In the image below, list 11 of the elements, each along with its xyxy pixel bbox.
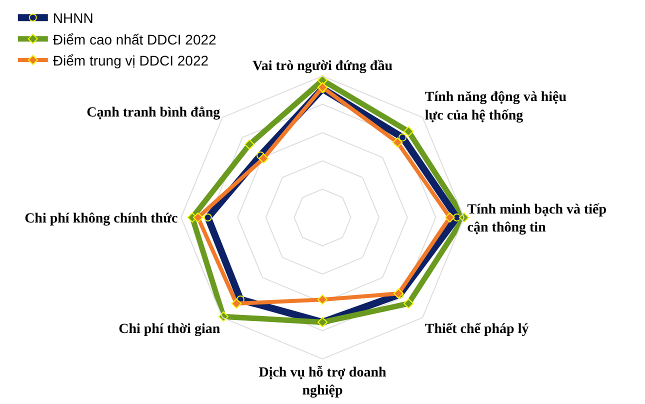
spoke-label: Tính năng động và hiệu lực của hệ thống: [424, 90, 567, 124]
spoke-label: Cạnh tranh bình đẳng: [86, 106, 220, 121]
legend-label: Điểm cao nhất DDCI 2022: [52, 31, 217, 48]
spoke-label: Chi phí thời gian: [118, 322, 220, 338]
spoke-label: Dịch vụ hỗ trợ doanh nghiệp: [258, 365, 386, 398]
legend-label: NHNN: [52, 10, 94, 26]
spoke-label: Thiết chế pháp lý: [424, 322, 529, 338]
spoke-label: Vai trò người đứng đầu: [252, 58, 393, 74]
spoke-label: Chi phí không chính thức: [24, 211, 178, 226]
spoke-label: Tính minh bạch và tiếp cận thông tin: [467, 202, 607, 236]
legend-label: Điểm trung vị DDCI 2022: [52, 52, 209, 68]
